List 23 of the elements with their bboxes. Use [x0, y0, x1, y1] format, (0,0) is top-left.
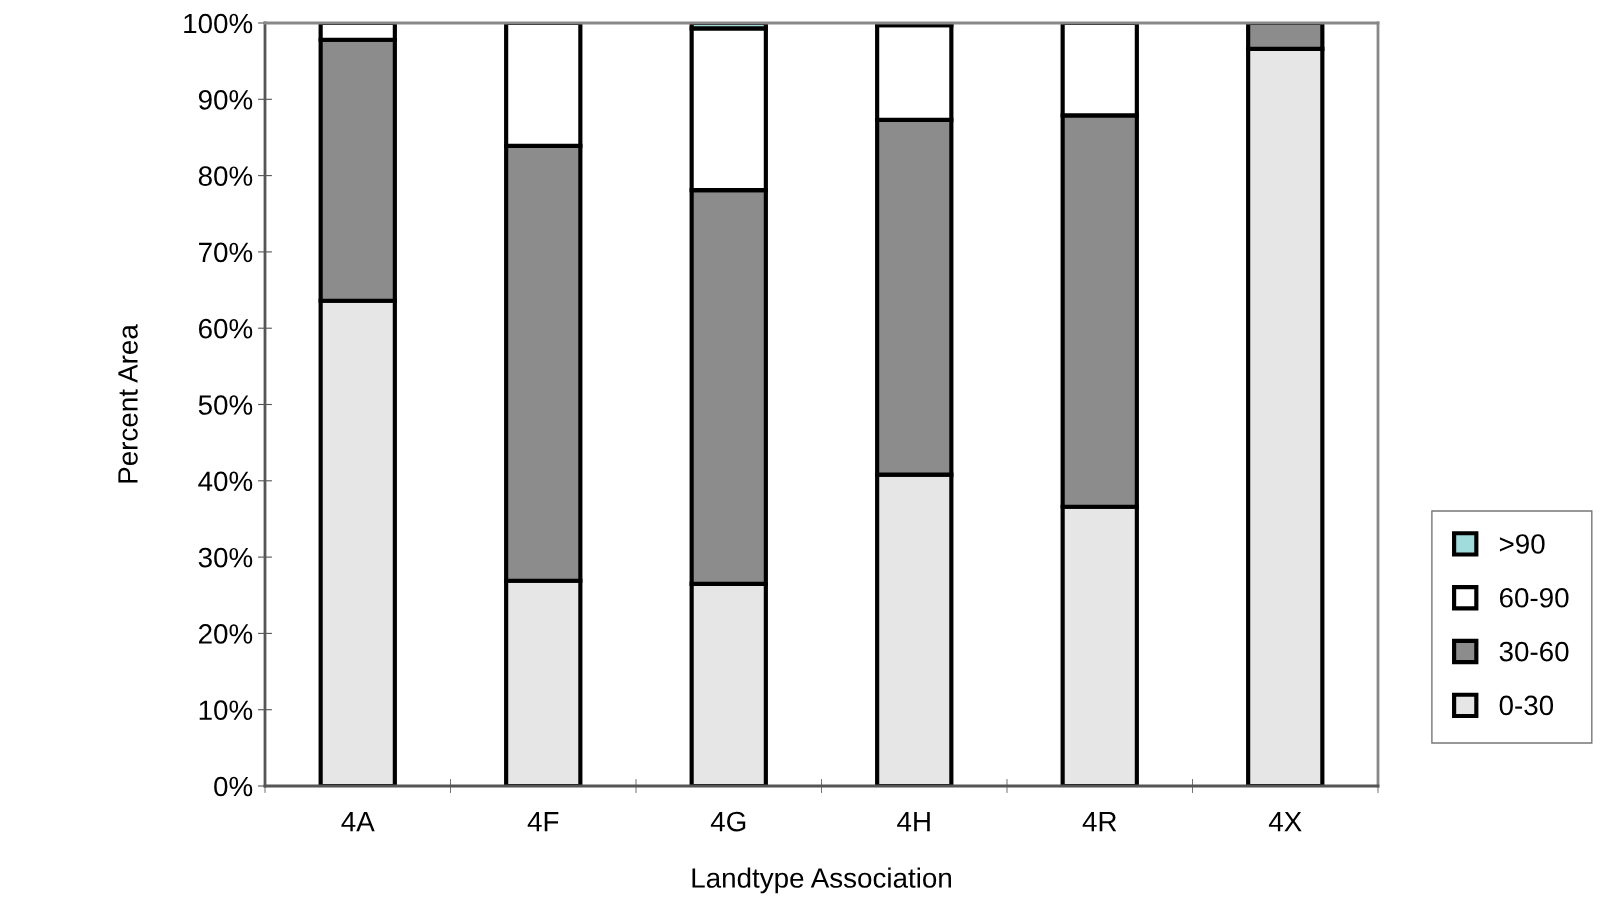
x-tick-label: 4R [1082, 812, 1117, 832]
y-axis-title: Percent Area [118, 324, 138, 483]
y-tick-label: 30% [198, 547, 253, 568]
y-tick-label: 0% [214, 776, 253, 797]
legend-label: 0-30 [1499, 695, 1554, 716]
y-tick-label: 90% [198, 89, 253, 110]
y-tick-label: 40% [198, 471, 253, 492]
y-tick-label: 70% [199, 242, 253, 263]
y-tick-label: 20% [199, 624, 253, 644]
x-tick-label: 4H [897, 812, 930, 832]
y-tick-label: 50% [198, 395, 253, 415]
y-tick-label: 80% [198, 166, 253, 186]
y-tick-label: 10% [199, 700, 253, 721]
x-tick-label: 4G [710, 811, 746, 832]
y-tick-label: 100% [184, 13, 253, 34]
x-axis-title: Landtype Association [692, 867, 951, 894]
x-tick-label: 4X [1268, 812, 1302, 832]
legend-label: 30-60 [1499, 641, 1569, 662]
y-tick-label: 60% [199, 318, 253, 339]
x-tick-label: 4F [527, 812, 559, 832]
legend-label: >90 [1499, 534, 1545, 554]
x-tick-label: 4A [341, 812, 375, 832]
legend-label: 60-90 [1499, 587, 1569, 608]
